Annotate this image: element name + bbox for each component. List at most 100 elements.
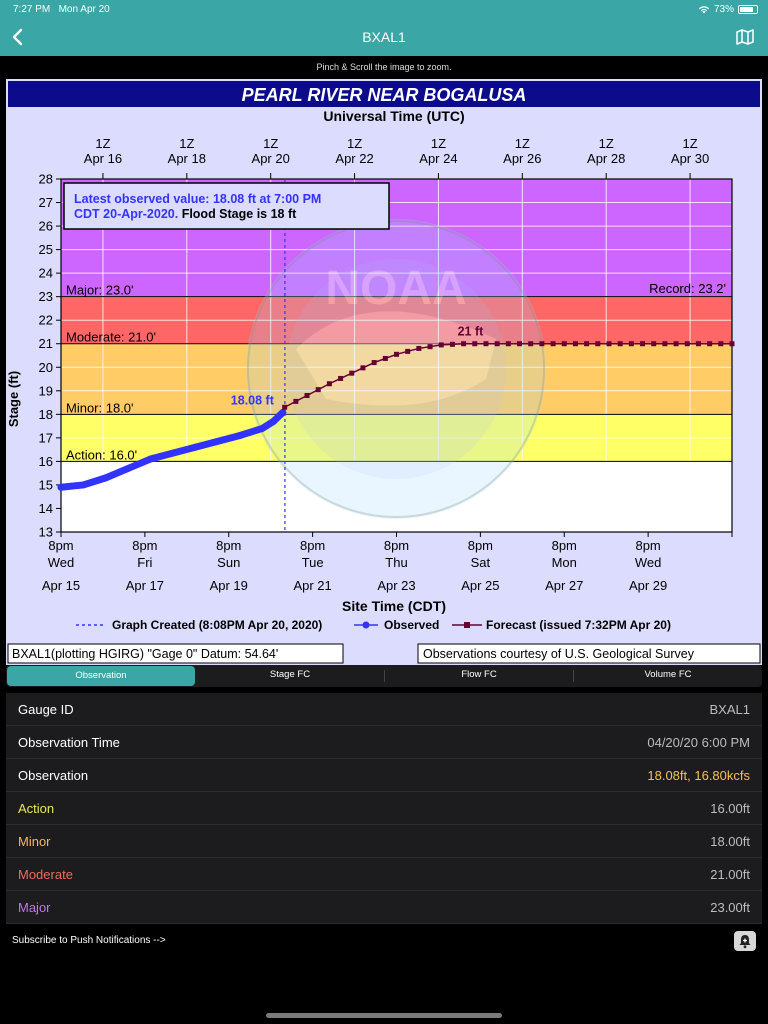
tab-flow-fc[interactable]: Flow FC (461, 669, 497, 680)
site-tick-label-date: Apr 19 (210, 578, 248, 593)
utc-tick-label-date: Apr 26 (503, 151, 541, 166)
y-axis-title: Stage (ft) (6, 371, 21, 427)
forecast-point (360, 365, 366, 371)
y-tick-label: 28 (39, 172, 53, 187)
y-tick-label: 19 (39, 383, 53, 398)
forecast-point (338, 375, 344, 381)
battery-icon (738, 5, 758, 14)
observed-point (214, 437, 222, 445)
tab-bar: Observation Stage FC Flow FC Volume FC (6, 665, 762, 687)
forecast-point (651, 341, 657, 347)
utc-tick-label-date: Apr 22 (335, 151, 373, 166)
site-tick-label-time: 8pm (132, 538, 157, 553)
forecast-point (561, 341, 567, 347)
site-tick-label-day: Tue (302, 555, 324, 570)
utc-tick-label-hour: 1Z (515, 136, 530, 151)
tab-stage-fc[interactable]: Stage FC (269, 669, 311, 680)
site-tick-label-date: Apr 15 (42, 578, 80, 593)
info-value: 16.00ft (710, 800, 750, 816)
utc-tick-label-date: Apr 18 (168, 151, 206, 166)
credits-box (417, 643, 761, 664)
info-value: 21.00ft (710, 866, 750, 882)
info-row-gauge-id: Gauge ID BXAL1 (6, 693, 762, 726)
info-value: BXAL1 (709, 701, 750, 717)
forecast-point (472, 341, 478, 347)
y-tick-label: 22 (39, 313, 53, 328)
tab-separator (384, 670, 385, 682)
info-row-observation-time: Observation Time 04/20/20 6:00 PM (6, 726, 762, 759)
status-left: 7:27 PM Mon Apr 20 (13, 4, 110, 15)
site-tick-label-time: 8pm (552, 538, 577, 553)
forecast-point (684, 341, 690, 347)
site-tick-label-time: 8pm (48, 538, 73, 553)
map-icon[interactable] (736, 29, 754, 45)
site-tick-label-day: Sat (471, 555, 491, 570)
wifi-icon (698, 6, 709, 14)
datum-box (7, 643, 344, 664)
hydrograph[interactable]: PEARL RIVER NEAR BOGALUSA Universal Time… (6, 79, 762, 665)
tab-observation[interactable]: Observation (7, 666, 195, 686)
forecast-point (595, 341, 601, 347)
forecast-point (483, 341, 489, 347)
site-time-axis: 8pm Wed Apr 15 8pm Fri Apr 17 8pm Sun Apr 19 8pm T… (42, 532, 733, 593)
site-tick-label-day: Wed (635, 555, 662, 570)
battery-percent: 73% (713, 4, 734, 15)
status-time: 7:27 PM (13, 4, 51, 15)
forecast-point (505, 341, 511, 347)
forecast-point (718, 341, 724, 347)
datum-text: BXAL1(plotting HGIRG) "Gage 0" Datum: 54… (12, 647, 278, 661)
info-row-observation: Observation 18.08ft, 16.80kcfs (6, 759, 762, 792)
latest-observed-line1: Latest observed value: 18.08 ft at 7:00 … (74, 192, 321, 206)
zoom-hint: Pinch & Scroll the image to zoom. (316, 62, 452, 72)
site-tick-label-time: 8pm (468, 538, 493, 553)
site-tick-label-day: Sun (217, 555, 240, 570)
utc-tick-label-hour: 1Z (682, 136, 697, 151)
forecast-point (394, 351, 399, 357)
tab-volume-fc[interactable]: Volume FC (644, 669, 692, 680)
forecast-point (371, 360, 377, 366)
observed-point (258, 424, 266, 432)
bell-add-icon[interactable] (734, 931, 756, 951)
forecast-point (606, 341, 612, 347)
y-tick-label: 25 (39, 242, 53, 257)
site-tick-label-time: 8pm (216, 538, 241, 553)
forecast-point (494, 341, 500, 347)
utc-tick-label-hour: 1Z (431, 136, 446, 151)
utc-tick-label-date: Apr 20 (252, 151, 290, 166)
forecast-point (572, 341, 578, 347)
hydrograph-title: PEARL RIVER NEAR BOGALUSA (242, 85, 527, 105)
band-normal (61, 461, 732, 532)
forecast-point (640, 341, 646, 347)
back-chevron-icon[interactable] (8, 26, 28, 48)
forecast-point (662, 341, 668, 347)
status-date: Mon Apr 20 (58, 4, 110, 15)
info-label: Observation Time (18, 734, 120, 750)
forecast-point (427, 344, 433, 350)
y-axis: 13 14 15 16 17 18 19 20 21 22 23 24 25 26 27 28 (39, 172, 61, 540)
utc-tick-label-hour: 1Z (95, 136, 110, 151)
y-tick-label: 24 (39, 266, 53, 281)
y-tick-label: 20 (39, 360, 53, 375)
forecast-point (707, 341, 713, 347)
utc-tick-label-date: Apr 16 (84, 151, 122, 166)
site-tick-label-date: Apr 17 (126, 578, 164, 593)
stage-label-record: Record: 23.2' (649, 281, 726, 296)
subscribe-link[interactable]: Subscribe to Push Notifications --> (12, 935, 166, 946)
site-tick-label-time: 8pm (300, 538, 325, 553)
stage-label-major: Major: 23.0' (66, 283, 134, 298)
observed-point (57, 483, 65, 491)
observed-point (279, 408, 287, 416)
site-tick-label-time: 8pm (635, 538, 660, 553)
forecast-point (438, 342, 444, 348)
observed-point (269, 417, 277, 425)
info-label: Minor (18, 833, 51, 849)
stage-labels: Major: 23.0' Moderate: 21.0' Minor: 18.0' A… (66, 281, 726, 462)
observed-point (146, 455, 154, 463)
info-value: 18.00ft (710, 833, 750, 849)
observed-point (79, 481, 87, 489)
info-label: Major (18, 899, 51, 915)
page-title: BXAL1 (362, 29, 406, 45)
stage-label-action: Action: 16.0' (66, 447, 137, 462)
utc-tick-label-hour: 1Z (599, 136, 614, 151)
forecast-point (304, 393, 310, 399)
